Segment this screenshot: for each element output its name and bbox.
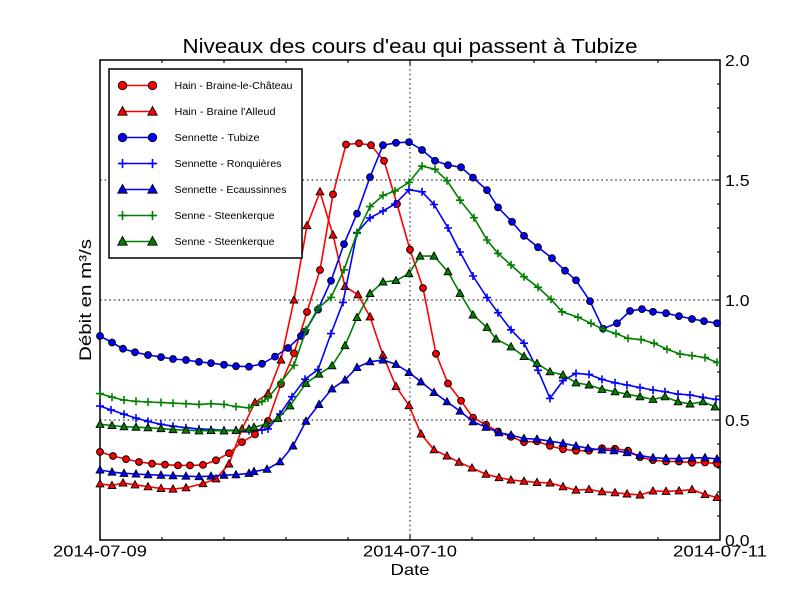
svg-text:1.0: 1.0	[725, 293, 750, 310]
svg-text:2014-07-09: 2014-07-09	[53, 544, 147, 561]
svg-text:Hain - Braine-le-Château: Hain - Braine-le-Château	[175, 81, 293, 92]
svg-text:Hain - Braine l'Alleud: Hain - Braine l'Alleud	[175, 107, 276, 118]
svg-text:0.5: 0.5	[725, 413, 750, 430]
svg-text:Sennette - Tubize: Sennette - Tubize	[175, 133, 260, 144]
svg-text:Sennette - Ecaussinnes: Sennette - Ecaussinnes	[175, 185, 287, 196]
svg-text:1.5: 1.5	[725, 173, 750, 190]
svg-text:2.0: 2.0	[725, 53, 750, 70]
svg-text:Débit en m³/s: Débit en m³/s	[77, 239, 95, 361]
svg-text:Sennette - Ronquières: Sennette - Ronquières	[175, 159, 282, 170]
svg-text:2014-07-10: 2014-07-10	[363, 544, 457, 561]
svg-text:Date: Date	[391, 562, 430, 579]
svg-text:2014-07-11: 2014-07-11	[673, 544, 767, 561]
svg-text:Niveaux des cours d'eau qui pa: Niveaux des cours d'eau qui passent à Tu…	[183, 36, 638, 58]
svg-text:Senne - Steenkerque: Senne - Steenkerque	[175, 211, 275, 222]
svg-text:Senne - Steenkerque: Senne - Steenkerque	[175, 237, 275, 248]
svg-text:0.0: 0.0	[725, 533, 750, 550]
